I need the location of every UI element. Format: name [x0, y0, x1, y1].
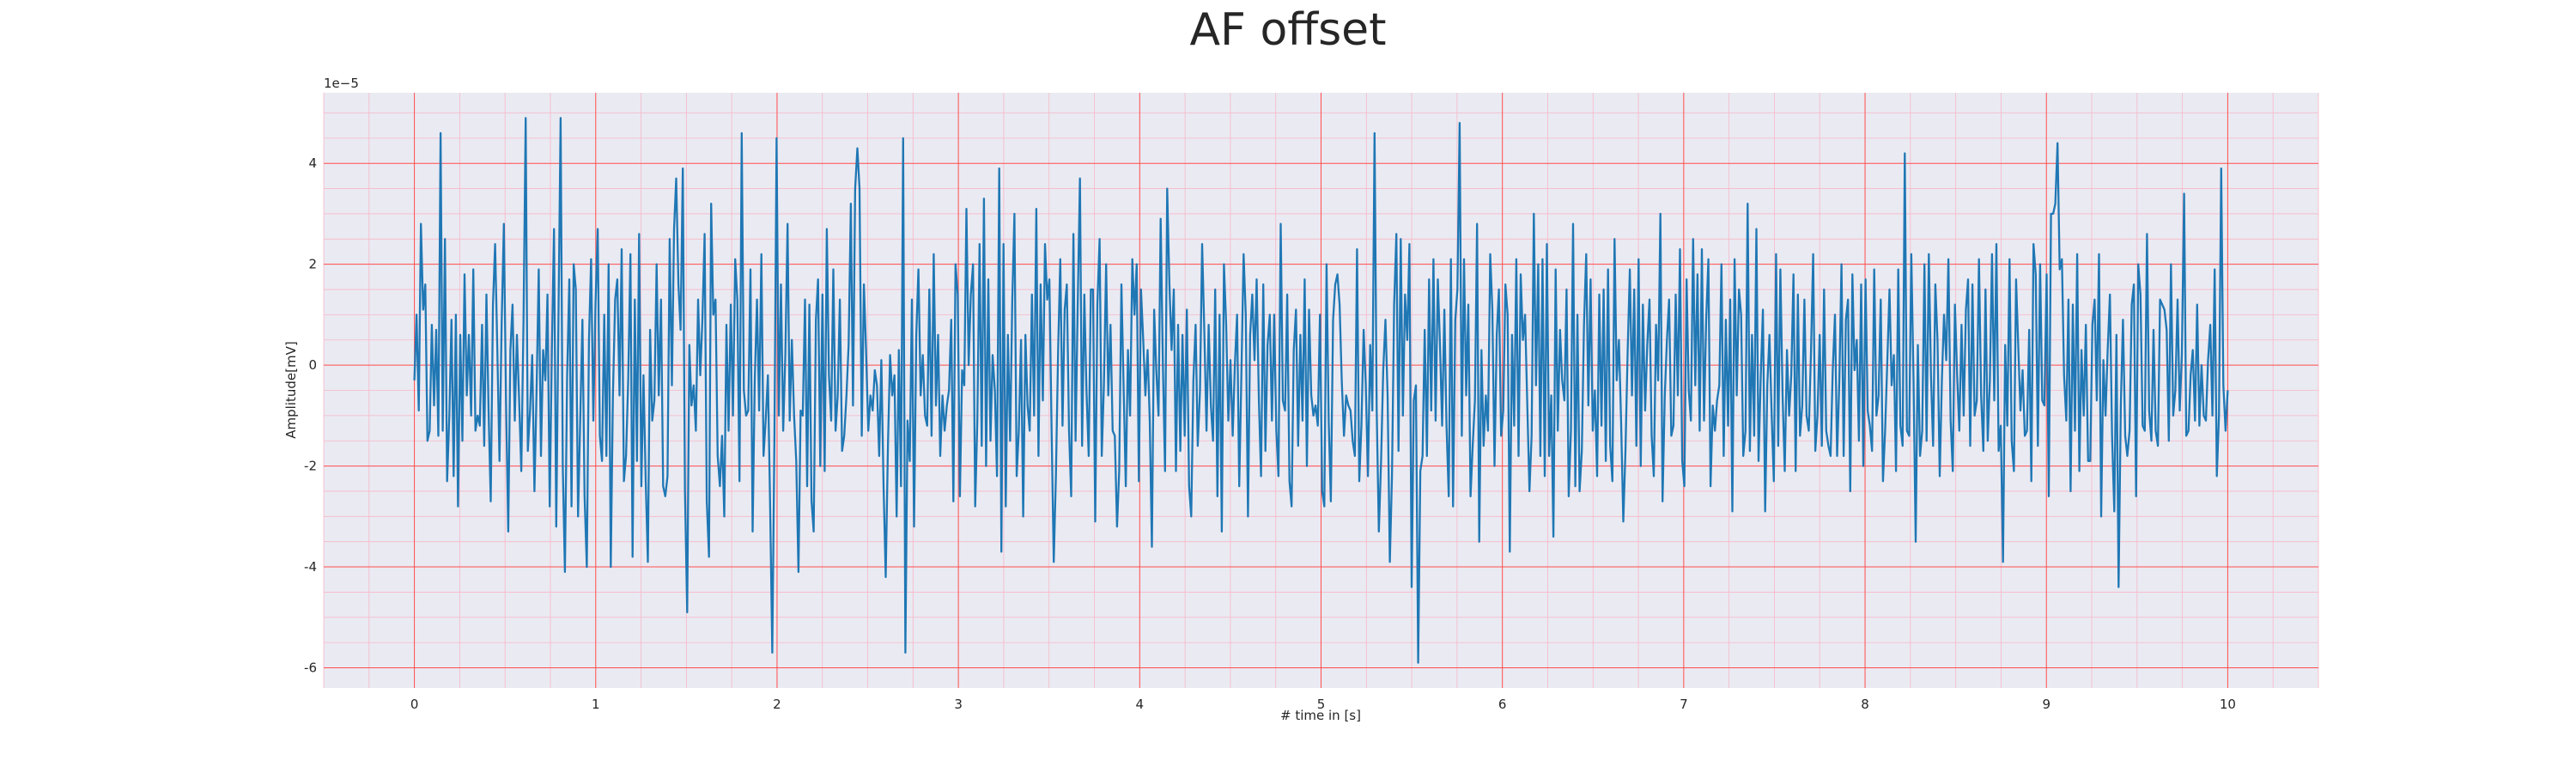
y-tick-label: 4 [308, 155, 317, 171]
y-tick-label: 0 [308, 357, 317, 373]
x-tick-label: 7 [1680, 697, 1688, 712]
x-tick-label: 8 [1861, 697, 1869, 712]
x-axis-label: # time in [s] [1280, 708, 1361, 723]
y-tick-label: -4 [304, 559, 317, 575]
x-tick-label: 1 [592, 697, 600, 712]
x-tick-label: 6 [1498, 697, 1507, 712]
series-line [413, 117, 2229, 664]
y-offset-text: 1e−5 [324, 76, 359, 91]
x-tick-label: 10 [2220, 697, 2236, 712]
y-axis-label: Amplitude[mV] [283, 341, 299, 438]
x-tick-label: 9 [2042, 697, 2050, 712]
y-tick-label: -2 [304, 459, 317, 474]
x-tick-label: 5 [1317, 697, 1326, 712]
x-tick-label: 3 [954, 697, 963, 712]
y-axis-ticks: -6 -4 -2 0 2 4 [304, 155, 317, 675]
y-tick-label: 2 [308, 257, 317, 272]
x-tick-label: 0 [410, 697, 419, 712]
x-axis-ticks: 0 1 2 3 4 5 6 7 8 9 10 [410, 697, 2236, 712]
chart-title: AF offset [1189, 4, 1386, 56]
y-tick-label: -6 [304, 660, 317, 676]
x-tick-label: 2 [773, 697, 781, 712]
x-tick-label: 4 [1136, 697, 1145, 712]
